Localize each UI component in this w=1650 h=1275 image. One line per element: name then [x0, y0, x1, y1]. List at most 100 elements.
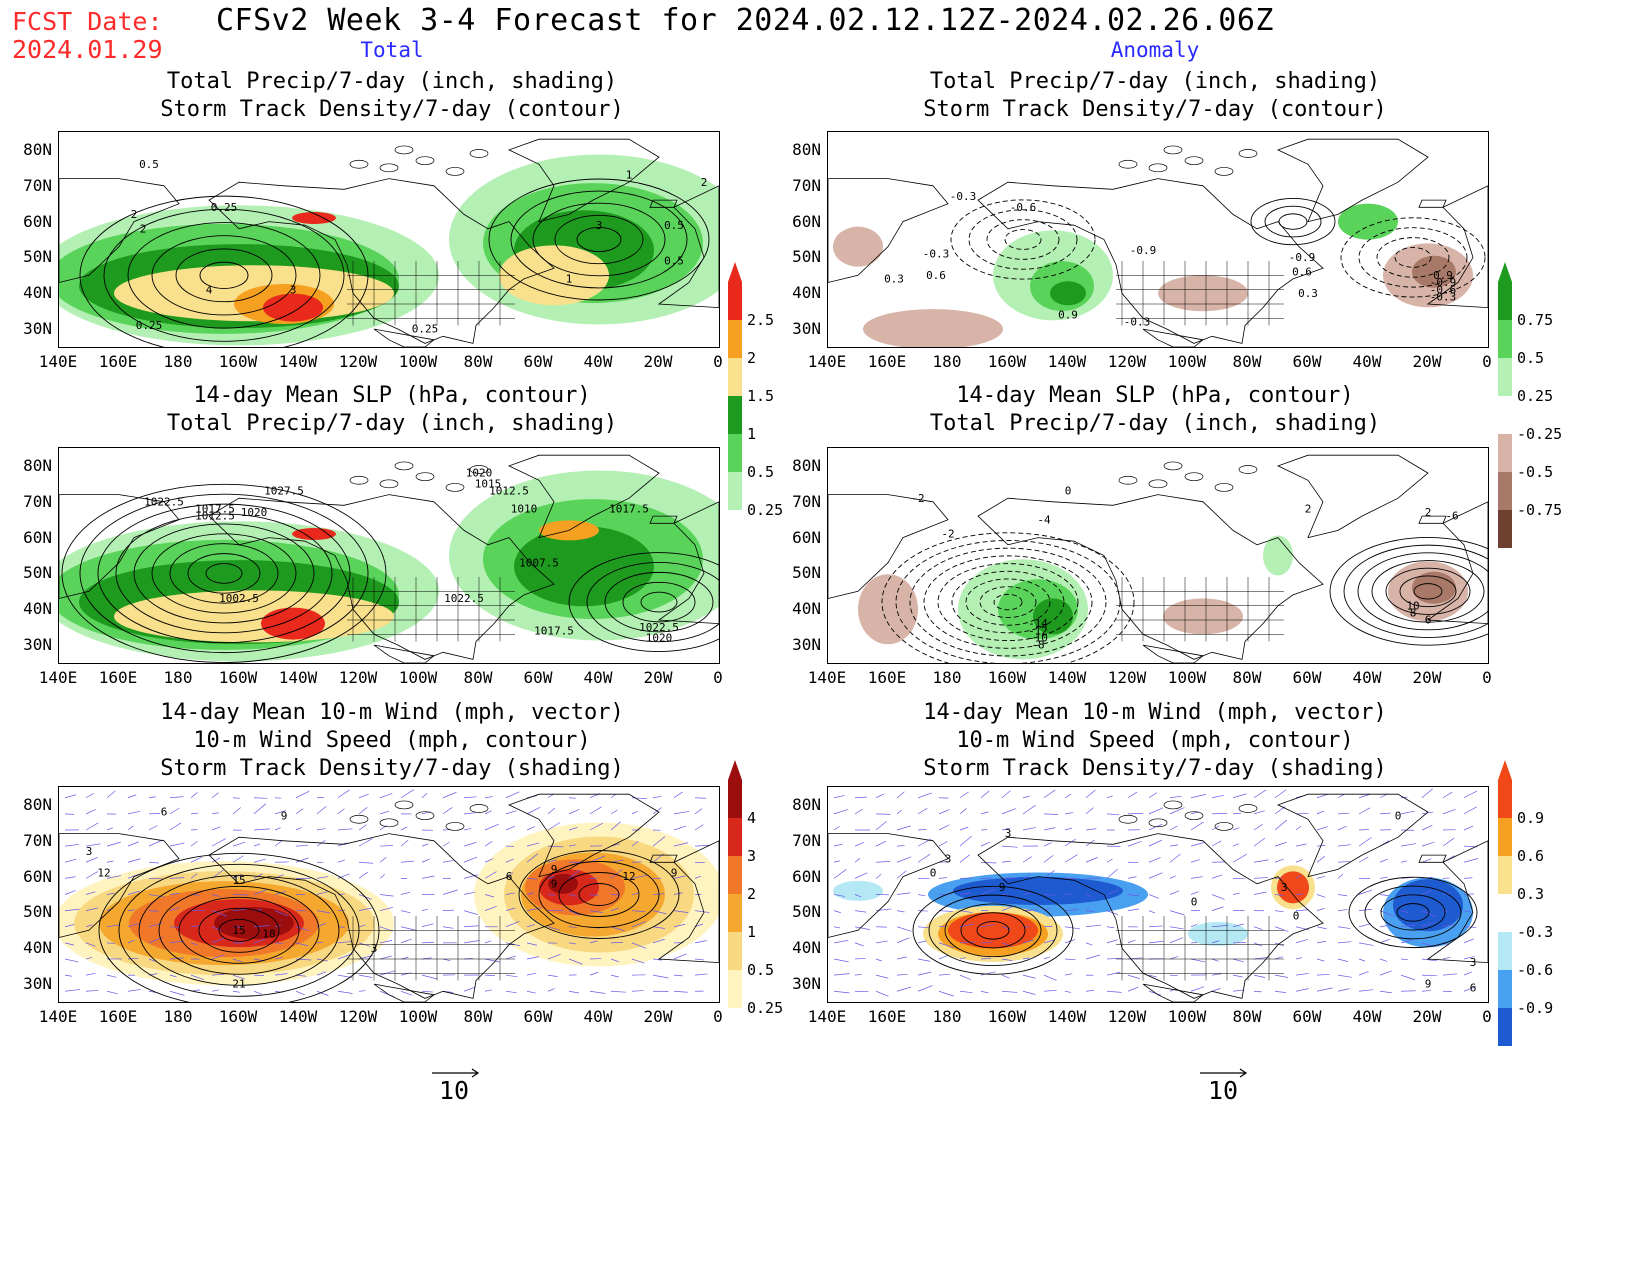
contour-label: 3 [1470, 956, 1477, 969]
contour-label: 3 [945, 852, 952, 865]
colorbar-swatches [1498, 262, 1512, 548]
contour-label: -12 [1028, 624, 1048, 637]
lat-tick-label: 80N [23, 455, 52, 475]
contour-label: 0.9 [1058, 308, 1078, 321]
contour-label: 0.5 [139, 158, 159, 171]
lon-tick-label: 0 [1482, 668, 1492, 687]
lon-tick-label: 160W [218, 668, 258, 687]
lon-tick-label: 140E [38, 1007, 78, 1026]
contour-label: 0.25 [412, 323, 439, 336]
colorbar-label: 2 [747, 885, 757, 903]
lat-tick-label: 70N [23, 491, 52, 511]
fcst-date-label: FCST Date: [12, 7, 163, 36]
lat-tick-label: 50N [23, 247, 52, 267]
lon-tick-label: 40W [1352, 1007, 1382, 1026]
contour-label: 3 [596, 219, 603, 232]
lat-tick-label: 40N [792, 599, 821, 619]
contour-label: 6 [1470, 981, 1477, 994]
lat-tick-label: 30N [792, 974, 821, 994]
colorbar-label: -0.3 [1517, 923, 1554, 941]
panel-title-line: 14-day Mean SLP (hPa, contour) [193, 383, 591, 408]
colorbar-label: 0.5 [747, 463, 775, 481]
lon-tick-label: 80W [1232, 1007, 1262, 1026]
contour-label: 0.5 [664, 219, 684, 232]
lon-tick-label: 160E [98, 352, 138, 371]
map-panel-total-wind-storm: 6 9 3 12 15 15 18 21 3 6 9 9 12 9 [58, 786, 720, 1003]
colorbar-label: -0.6 [1517, 961, 1554, 979]
lon-tick-label: 80W [463, 668, 493, 687]
contour-label: 0 [1395, 809, 1402, 822]
panel-title-br: 14-day Mean 10-m Wind (mph, vector) 10-m… [805, 699, 1505, 783]
lon-tick-label: 80W [463, 1007, 493, 1026]
reference-vector-label-right: 10 [1207, 1076, 1239, 1105]
contour-label: 2 [1305, 503, 1312, 516]
panel-title-bl: 14-day Mean 10-m Wind (mph, vector) 10-m… [42, 699, 742, 783]
lon-tick-label: 20W [1412, 1007, 1442, 1026]
lat-tick-label: 40N [792, 283, 821, 303]
lon-tick-label: 160W [218, 352, 258, 371]
lon-tick-label: 100W [398, 352, 438, 371]
contour-label: 9 [1425, 978, 1432, 991]
contour-label: -8 [1031, 639, 1044, 652]
contour-label: 15 [232, 924, 245, 937]
lon-tick-label: 60W [523, 1007, 553, 1026]
lon-tick-label: 160W [218, 1007, 258, 1026]
contour-label: 1017.5 [534, 624, 574, 637]
lon-tick-label: 140W [1047, 352, 1087, 371]
lat-tick-label: 50N [792, 563, 821, 583]
contour-label: 0 [1191, 895, 1198, 908]
contour-label: -0.6 [1430, 283, 1457, 296]
colorbar-label: -0.75 [1517, 501, 1563, 519]
lat-tick-label: 40N [23, 283, 52, 303]
lon-tick-label: 0 [713, 352, 723, 371]
contour-label: 0.3 [884, 273, 904, 286]
lon-tick-label: 140W [1047, 1007, 1087, 1026]
contour-label: -0.6 [1010, 201, 1037, 214]
colorbar-label: 3 [747, 847, 757, 865]
contour-label: 1020 [241, 506, 268, 519]
lon-tick-label: 40W [583, 1007, 613, 1026]
colorbar-label: 2.5 [747, 311, 775, 329]
lon-tick-label: 180 [163, 668, 193, 687]
contour-label: 1012.5 [195, 510, 235, 523]
lon-tick-label: 60W [1292, 1007, 1322, 1026]
contour-label: 0 [1065, 485, 1072, 498]
lon-tick-label: 60W [1292, 352, 1322, 371]
panel-title-line: Total Precip/7-day (inch, shading) [166, 69, 618, 94]
contour-label: 8 [1410, 606, 1417, 619]
lon-tick-label: 20W [643, 352, 673, 371]
colorbar-label: -0.9 [1517, 999, 1554, 1017]
contour-label: 1 [566, 273, 573, 286]
lat-tick-label: 80N [23, 139, 52, 159]
contour-label: 9 [999, 881, 1006, 894]
reference-vector-arrow-icon [432, 1068, 480, 1078]
contour-label: 1010 [511, 503, 538, 516]
lon-tick-label: 160W [987, 668, 1027, 687]
lon-tick-label: 160W [987, 1007, 1027, 1026]
lat-tick-label: 70N [792, 830, 821, 850]
contour-label: 0.25 [136, 319, 163, 332]
contour-label: 3 [86, 845, 93, 858]
lon-tick-label: 80W [1232, 668, 1262, 687]
lon-tick-label: 180 [163, 352, 193, 371]
contour-label: 9 [671, 867, 678, 880]
lon-tick-label: 40W [1352, 668, 1382, 687]
contour-label: 1007.5 [519, 556, 559, 569]
lon-tick-label: 0 [713, 668, 723, 687]
lon-tick-label: 0 [713, 1007, 723, 1026]
contour-label: 6 [1425, 614, 1432, 627]
map-panel-anom-slp-precip: -2 0 -2 -4 2 -6 -14 -12 -10 -8 10 8 6 2 [827, 447, 1489, 664]
contour-label: -6 [1445, 510, 1458, 523]
lon-tick-label: 40W [583, 352, 613, 371]
lat-tick-label: 60N [792, 527, 821, 547]
lon-tick-label: 180 [163, 1007, 193, 1026]
map-panel-anom-precip-storm: -0.3 -0.6 -0.9 -0.3 0.3 0.6 0.9 -0.9 0.9 0.6 0.3 -0… [827, 131, 1489, 348]
lat-tick-label: 80N [792, 794, 821, 814]
lon-tick-label: 140E [38, 352, 78, 371]
lon-tick-label: 60W [523, 352, 553, 371]
contour-label: 1027.5 [264, 485, 304, 498]
panel-title-line: Total Precip/7-day (inch, shading) [929, 69, 1381, 94]
lon-tick-label: 80W [463, 352, 493, 371]
panel-title-line: Storm Track Density/7-day (shading) [923, 756, 1387, 781]
